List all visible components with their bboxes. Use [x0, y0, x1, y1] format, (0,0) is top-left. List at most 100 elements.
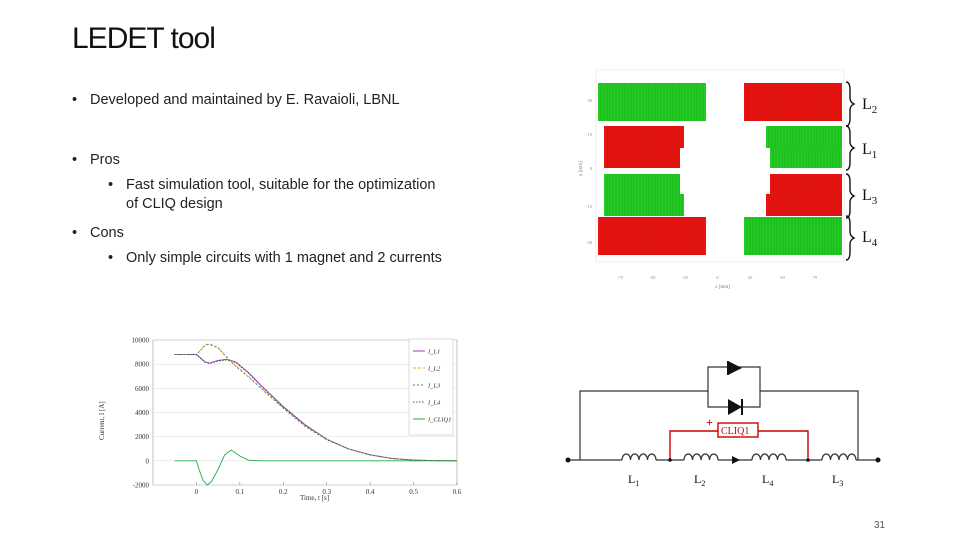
chart-x-tick-label: 0.2 [279, 488, 288, 496]
series-line-i-l3 [174, 343, 458, 462]
layout-y-tick: 15 [588, 132, 593, 137]
block-l1-left-a [604, 126, 684, 148]
diode-bottom-triangle [728, 399, 742, 415]
coil-blocks [598, 83, 842, 255]
inductor-label-2: L2 [694, 472, 705, 488]
chart-y-tick-label: 6000 [135, 385, 150, 393]
inductor-coil-3 [751, 453, 787, 461]
bracket-l2 [845, 81, 856, 127]
bullet-developed: • Developed and maintained by E. Ravaioli… [72, 92, 400, 108]
cliq-plus: + [706, 415, 713, 429]
cliq-loop [669, 422, 809, 460]
block-l3-left-a [604, 174, 680, 194]
bracket-l3 [845, 173, 856, 219]
bullet-pros-detail: • Fast simulation tool, suitable for the … [108, 177, 436, 193]
chart-x-tick-label: 0.6 [453, 488, 462, 496]
bullet-developed-text: Developed and maintained by E. Ravaioli,… [90, 92, 400, 108]
node-cliq-right [806, 458, 810, 462]
layout-x-label: x [mm] [715, 285, 730, 290]
legend-entry: I_L1 [427, 349, 440, 356]
chart-x-label: Time, t [s] [300, 494, 329, 502]
layout-brackets [845, 81, 856, 261]
cliq-label: CLIQ1 [721, 426, 749, 437]
chart-y-tick-label: 10000 [132, 337, 150, 345]
chart-y-tick-label: 2000 [135, 433, 150, 441]
circuit-wires [568, 366, 878, 461]
block-l4-left [598, 217, 706, 255]
circuit-nodes [565, 457, 881, 463]
chart-y-label: Current, I [A] [98, 401, 106, 440]
inductor-coil-4 [821, 453, 857, 461]
bullet-pros-text: Pros [90, 152, 120, 168]
chart-y-tick-label: 8000 [135, 361, 150, 369]
layout-x-tick: -25 [682, 275, 689, 280]
layout-x-ticks: -75 -50 -25 0 25 50 75 [617, 275, 818, 280]
cliq-circuit-diagram: CLIQ1 + L1 L2 L4 L3 [565, 361, 881, 488]
cliq-wire-right [758, 430, 809, 460]
bullet-pros-detail-line2: of CLIQ design [126, 196, 223, 212]
diode-top-triangle [728, 361, 742, 375]
block-l1-right-a [766, 126, 842, 148]
chart-legend: I_L1 I_L2 I_L3 I_L4 I_CLIQ1 [408, 338, 454, 436]
outer-wire [579, 366, 859, 460]
layout-x-tick: -50 [650, 275, 657, 280]
layout-y-ticks: 30 15 0 -15 -30 [586, 98, 593, 245]
page-number: 31 [874, 520, 886, 531]
node-right [875, 457, 881, 463]
block-l1-right-b [770, 148, 842, 168]
bullet-pros: • Pros [72, 152, 120, 168]
magnet-layout-figure: 30 15 0 -15 -30 -75 -50 -25 0 25 50 75 x [mm] y [m… [579, 69, 878, 290]
inductor-label-1: L1 [628, 472, 639, 488]
slide-title: LEDET tool [72, 22, 216, 55]
chart-x-tick-label: 0.5 [409, 488, 418, 496]
layout-inductor-labels: L2 L1 L3 L4 [862, 96, 878, 249]
legend-entry: I_L3 [427, 383, 441, 390]
layout-x-tick: 25 [748, 275, 753, 280]
layout-y-tick: -15 [586, 204, 593, 209]
layout-y-tick: 30 [588, 98, 593, 103]
block-l2-right [744, 83, 842, 121]
label-l3: L3 [862, 187, 878, 207]
chart-series [174, 343, 458, 486]
diode-top [727, 361, 742, 375]
bullet-cons-text: Cons [90, 225, 124, 241]
series-line-i-l4 [174, 354, 458, 462]
legend-entry: I_CLIQ1 [427, 417, 451, 424]
node-cliq-left [668, 458, 672, 462]
chart-y-tick-label: 4000 [135, 409, 150, 417]
block-l4-right [744, 217, 842, 255]
bullet-pros-detail-text-1: Fast simulation tool, suitable for the o… [126, 177, 436, 193]
chart-x-tick-label: 0.1 [235, 488, 244, 496]
cliq-unit-box [717, 422, 759, 438]
block-l3-right-a [770, 174, 842, 194]
block-l2-left [598, 83, 706, 121]
inductor-coil-2 [683, 453, 719, 461]
block-l3-left-b [604, 194, 684, 216]
label-l2: L2 [862, 96, 877, 116]
layout-x-tick: 0 [716, 275, 719, 280]
layout-x-tick: 75 [813, 275, 818, 280]
label-l1: L1 [862, 141, 877, 161]
current-arrow [732, 456, 740, 464]
diode-bottom [728, 399, 743, 415]
block-l1-left-b [604, 148, 680, 168]
chart-x-tick-label: 0.3 [322, 488, 331, 496]
chart-background [95, 330, 470, 505]
block-l3-right-b [766, 194, 842, 216]
chart-x-tick-label: 0.4 [366, 488, 375, 496]
series-line-i-cliq1 [174, 449, 457, 486]
chart-y-tick-label: 0 [146, 457, 150, 465]
chart-y-tick-label: -2000 [133, 482, 150, 490]
inductor-label-4: L4 [762, 472, 773, 488]
inductor-coil-1 [621, 453, 657, 461]
legend-entry: I_L2 [427, 366, 441, 373]
bullet-cons-detail-text: Only simple circuits with 1 magnet and 2… [126, 250, 442, 266]
layout-x-tick: -75 [617, 275, 624, 280]
legend-entry: I_L4 [427, 400, 441, 407]
label-l4: L4 [862, 229, 878, 249]
inductor-labels: L1 L2 L4 L3 [628, 472, 843, 488]
bullet-cons: • Cons [72, 225, 124, 241]
inductors [621, 453, 857, 461]
current-time-chart: -2000 0 2000 4000 6000 8000 10000 0 0.1 0.2 0.3 0.4… [95, 330, 470, 505]
layout-y-tick: 0 [590, 166, 593, 171]
